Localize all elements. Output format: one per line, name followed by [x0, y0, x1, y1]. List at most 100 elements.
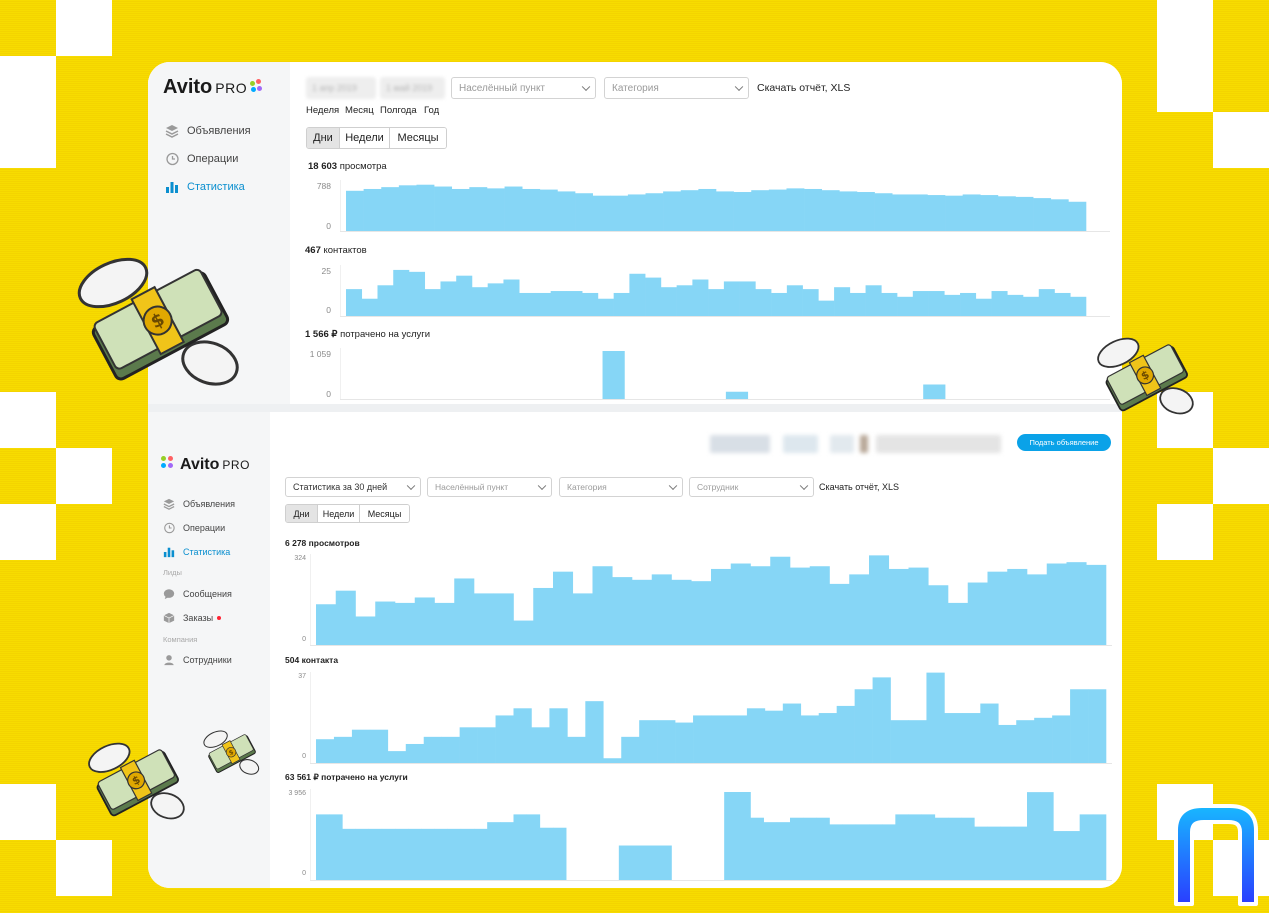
- chart-bar[interactable]: [818, 300, 835, 316]
- chart-bar[interactable]: [944, 713, 963, 763]
- sidebar-item-statistics[interactable]: Статистика: [165, 180, 245, 194]
- chart-bar[interactable]: [493, 593, 514, 645]
- chart-bar[interactable]: [854, 689, 873, 763]
- chart-bar[interactable]: [474, 593, 495, 645]
- chart-bar[interactable]: [618, 845, 633, 880]
- sidebar-item-operations[interactable]: Операции: [165, 152, 238, 166]
- chart-bar[interactable]: [375, 601, 396, 645]
- chart-bar[interactable]: [639, 720, 658, 763]
- chart-bar[interactable]: [856, 192, 875, 231]
- locality-select[interactable]: Населённый пункт: [427, 477, 552, 497]
- chart-bar[interactable]: [405, 743, 425, 763]
- chart-bar[interactable]: [908, 567, 929, 645]
- chart-bar[interactable]: [503, 279, 520, 316]
- chart-bar[interactable]: [377, 285, 394, 316]
- chart-bar[interactable]: [987, 826, 1001, 880]
- chart-bar[interactable]: [921, 814, 936, 880]
- chart-bar[interactable]: [892, 194, 911, 231]
- chart-bar[interactable]: [733, 192, 752, 231]
- chart-bar[interactable]: [610, 195, 629, 231]
- chart-bar[interactable]: [456, 275, 473, 316]
- chart-bar[interactable]: [333, 736, 353, 763]
- chart-bar[interactable]: [316, 604, 337, 645]
- chart-bar[interactable]: [539, 189, 558, 231]
- chart-bar[interactable]: [567, 736, 586, 763]
- chart-bar[interactable]: [751, 190, 770, 231]
- chart-bar[interactable]: [471, 287, 488, 316]
- avatar[interactable]: [860, 435, 868, 453]
- chart-bar[interactable]: [782, 703, 802, 763]
- chart-bar[interactable]: [829, 824, 843, 880]
- chart-bar[interactable]: [1015, 196, 1034, 231]
- chart-bar[interactable]: [926, 672, 945, 763]
- chart-bar[interactable]: [895, 814, 909, 880]
- chart-bar[interactable]: [1034, 717, 1053, 763]
- chart-bar[interactable]: [434, 828, 448, 880]
- chart-bar[interactable]: [888, 568, 909, 645]
- chart-bar[interactable]: [874, 193, 893, 231]
- chart-bar[interactable]: [549, 708, 568, 763]
- chart-bar[interactable]: [962, 713, 981, 763]
- chart-bar[interactable]: [980, 703, 999, 763]
- chart-bar[interactable]: [434, 186, 453, 231]
- chart-bar[interactable]: [849, 292, 866, 316]
- chart-bar[interactable]: [451, 188, 470, 231]
- date-from-field[interactable]: 1 апр 2019: [306, 77, 376, 99]
- chart-bar[interactable]: [477, 727, 496, 763]
- chart-bar[interactable]: [890, 720, 909, 763]
- chart-bar[interactable]: [809, 566, 830, 645]
- chart-bar[interactable]: [513, 814, 527, 880]
- chart-bar[interactable]: [1050, 199, 1069, 231]
- chart-bar[interactable]: [440, 281, 457, 316]
- chart-bar[interactable]: [612, 577, 633, 645]
- chart-bar[interactable]: [786, 188, 805, 231]
- chart-bar[interactable]: [676, 285, 693, 316]
- chart-bar[interactable]: [660, 287, 677, 316]
- chart-bar[interactable]: [790, 567, 811, 645]
- chart-bar[interactable]: [592, 566, 613, 645]
- chart-bar[interactable]: [387, 751, 407, 763]
- chart-bar[interactable]: [369, 729, 389, 763]
- chart-bar[interactable]: [395, 828, 409, 880]
- chart-bar[interactable]: [414, 597, 435, 645]
- chart-bar[interactable]: [1066, 831, 1080, 880]
- chart-bar[interactable]: [454, 578, 475, 645]
- sidebar-item-orders[interactable]: Заказы: [163, 612, 222, 624]
- chart-bar[interactable]: [1052, 715, 1071, 763]
- chart-bar[interactable]: [487, 822, 501, 880]
- chart-bar[interactable]: [776, 822, 791, 880]
- chart-bar[interactable]: [447, 828, 462, 880]
- category-select[interactable]: Категория: [604, 77, 749, 99]
- employee-select[interactable]: Сотрудник: [689, 477, 814, 497]
- chart-bar[interactable]: [763, 822, 778, 880]
- chart-bar[interactable]: [675, 722, 694, 763]
- chart-bar[interactable]: [355, 828, 369, 880]
- chart-bar[interactable]: [961, 817, 975, 880]
- chart-bar[interactable]: [728, 715, 748, 763]
- chart-bar[interactable]: [381, 187, 400, 231]
- chart-bar[interactable]: [1054, 292, 1071, 316]
- chart-bar[interactable]: [934, 817, 949, 880]
- chart-bar[interactable]: [711, 715, 730, 763]
- chart-bar[interactable]: [495, 715, 514, 763]
- chart-bar[interactable]: [522, 188, 541, 231]
- chart-bar[interactable]: [730, 563, 751, 645]
- chart-bar[interactable]: [671, 579, 692, 645]
- chart-bar[interactable]: [329, 814, 343, 880]
- chart-bar[interactable]: [804, 188, 823, 231]
- chart-bar[interactable]: [572, 593, 593, 645]
- chart-bar[interactable]: [1088, 689, 1107, 763]
- chart-bar[interactable]: [1066, 562, 1087, 645]
- chart-bar[interactable]: [519, 292, 536, 316]
- chart-bar[interactable]: [923, 384, 946, 400]
- chart-bar[interactable]: [711, 568, 732, 645]
- chart-bar[interactable]: [469, 187, 488, 231]
- chart-bar[interactable]: [603, 758, 622, 763]
- chart-bar[interactable]: [602, 351, 625, 399]
- chart-bar[interactable]: [987, 571, 1008, 645]
- chart-bar[interactable]: [553, 827, 567, 880]
- chart-bar[interactable]: [500, 822, 514, 880]
- chart-bar[interactable]: [928, 585, 949, 645]
- chart-bar[interactable]: [459, 727, 478, 763]
- chart-bar[interactable]: [839, 191, 858, 231]
